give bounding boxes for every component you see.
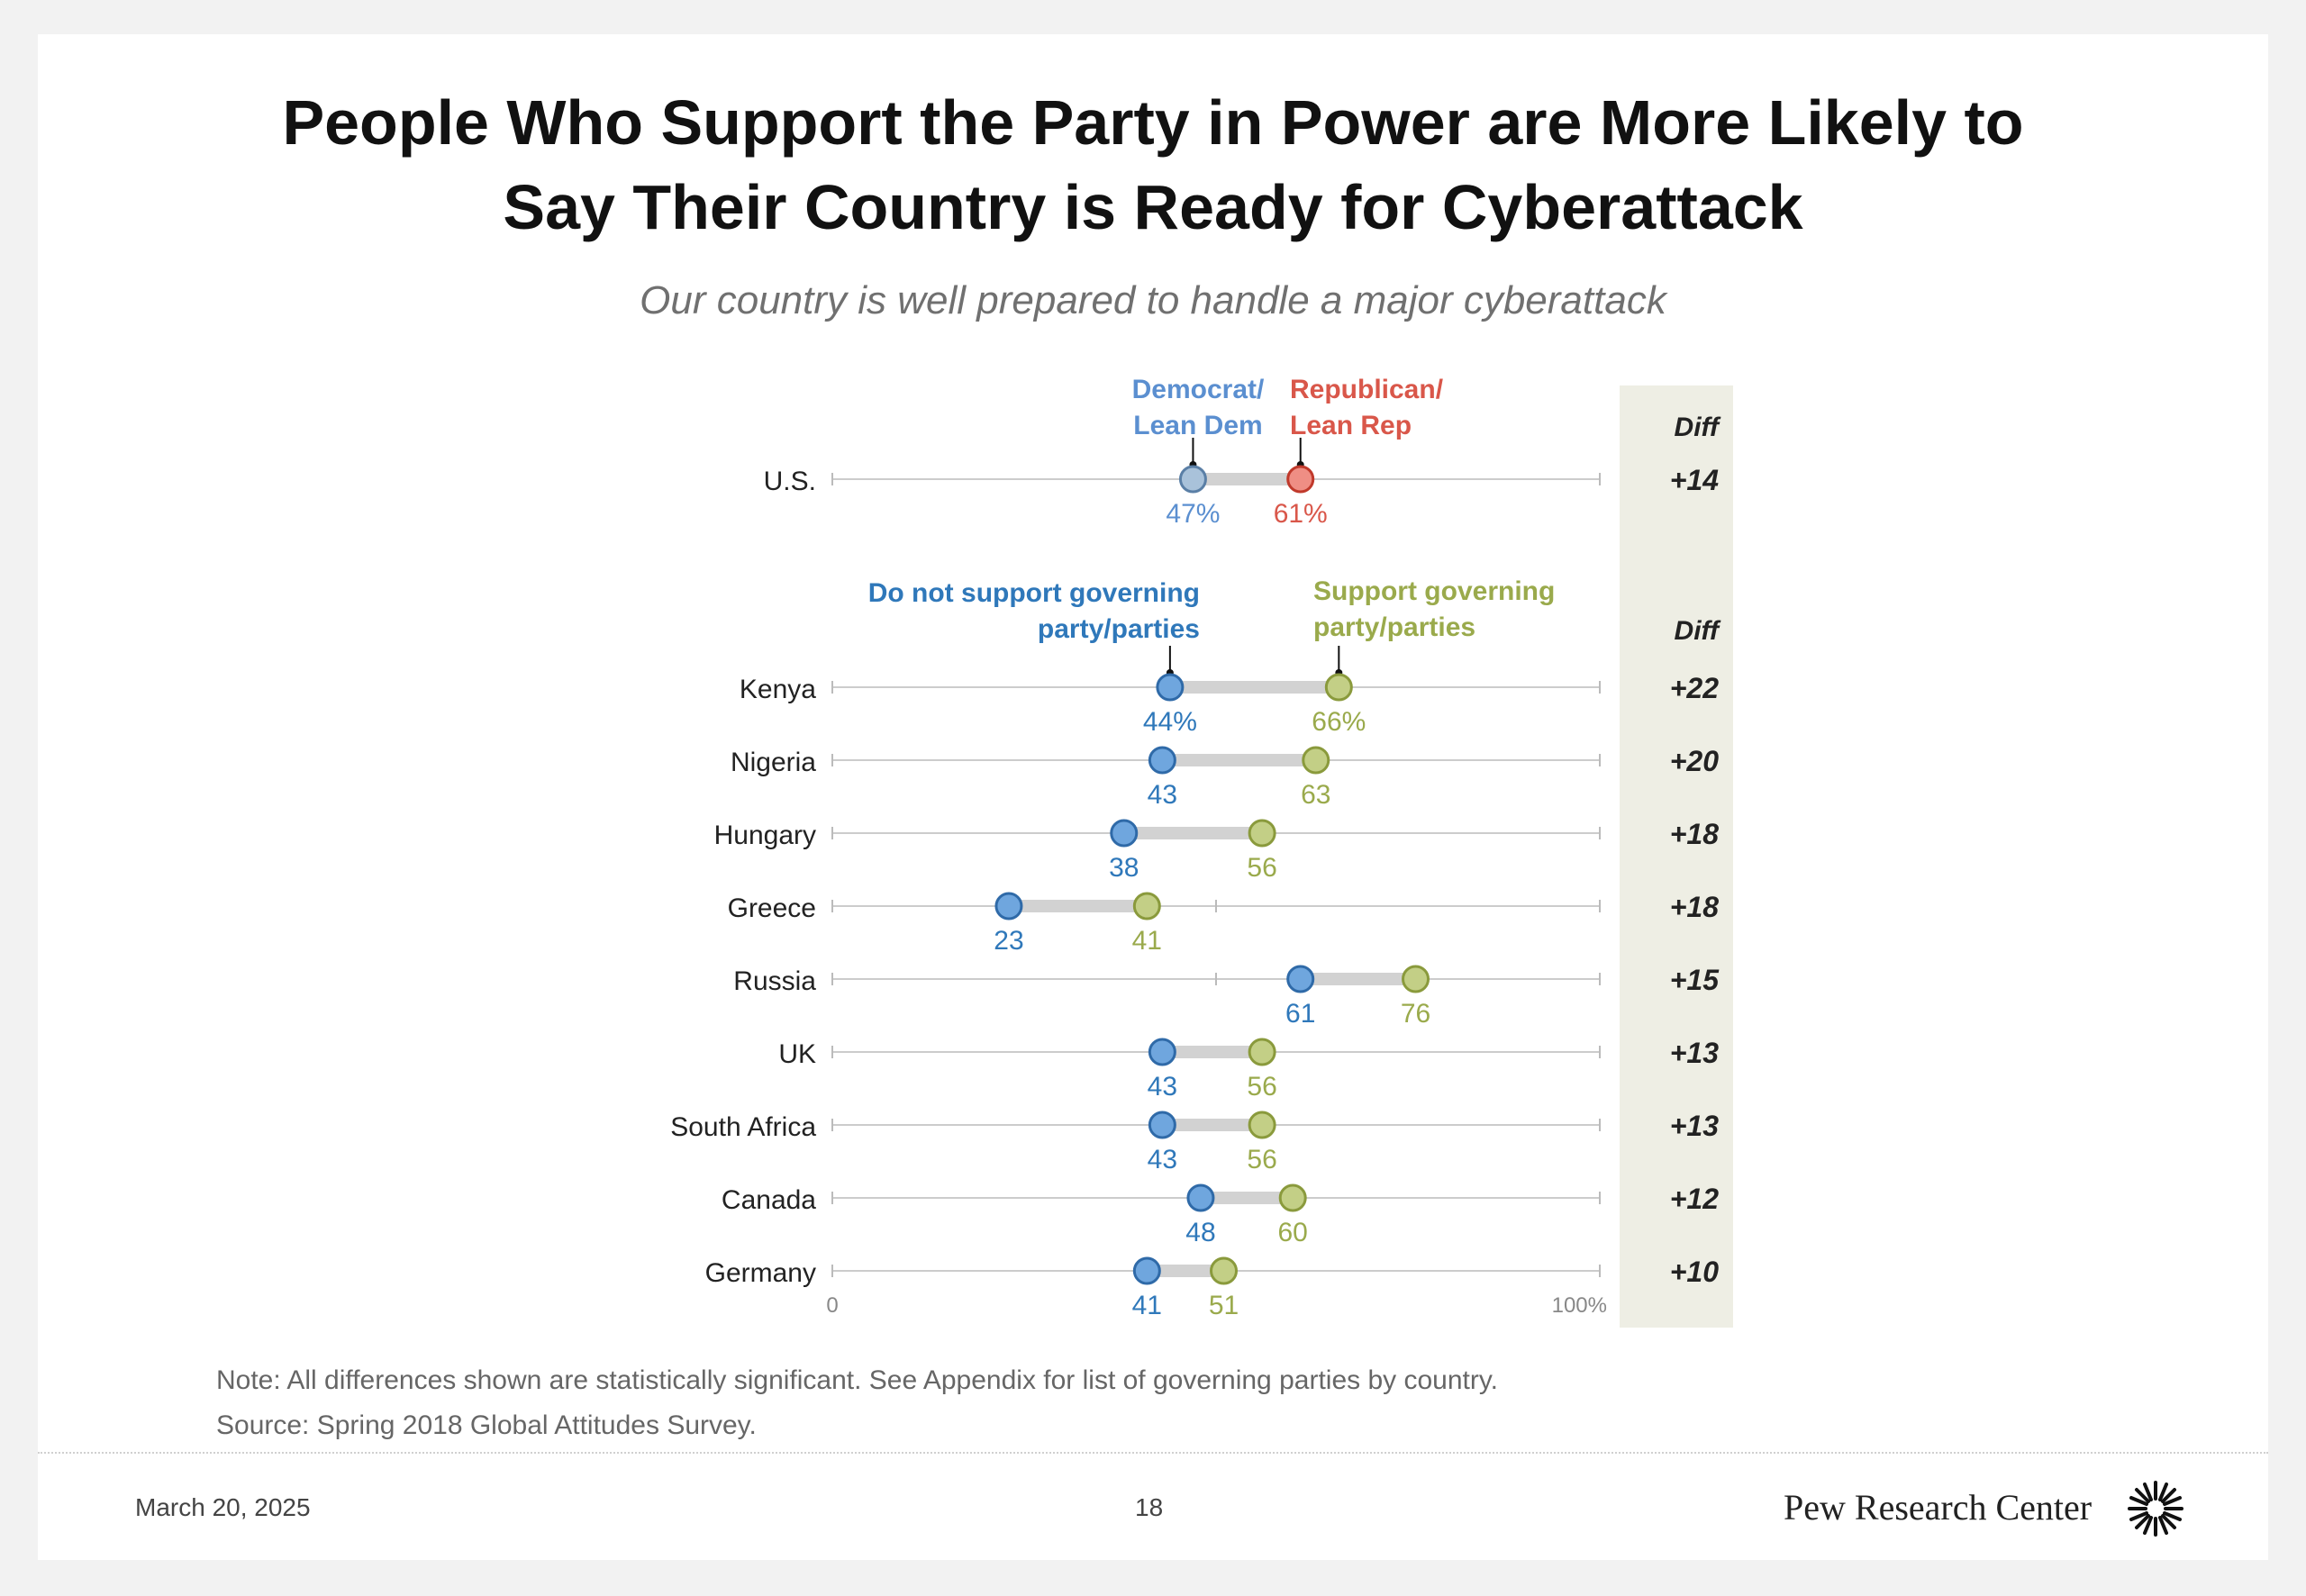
low-value-dot xyxy=(1186,1183,1215,1212)
legend-not-support-line-1: Do not support governing xyxy=(868,578,1200,608)
high-value-dot xyxy=(1248,1038,1276,1066)
high-value-label: 56 xyxy=(1247,1145,1276,1174)
low-value-dot xyxy=(1148,746,1176,775)
pew-sunburst-icon xyxy=(2128,1481,2183,1537)
row-label: Hungary xyxy=(714,821,816,850)
low-value-label: 41 xyxy=(1132,1291,1162,1320)
high-value-dot xyxy=(1286,465,1315,494)
diff-header: Diff xyxy=(1675,413,1721,442)
high-value-dot xyxy=(1210,1256,1239,1285)
row-label: Russia xyxy=(733,966,816,996)
low-value-dot xyxy=(994,892,1023,920)
low-value-dot xyxy=(1286,965,1315,993)
low-value-dot xyxy=(1148,1111,1176,1139)
high-value-label: 56 xyxy=(1247,1072,1276,1102)
brand-name: Pew Research Center xyxy=(1784,1487,2093,1528)
diff-value: +18 xyxy=(1670,891,1719,923)
high-value-label: 63 xyxy=(1301,780,1330,810)
legend-support-line-1: Support governing xyxy=(1313,576,1555,606)
dot-plot-chart: Democrat/Lean Dem Republican/Lean Rep Diff… xyxy=(670,375,1733,1328)
footer-divider xyxy=(38,1452,2268,1454)
chart-title-line-2: Say Their Country is Ready for Cyberatta… xyxy=(503,172,1803,242)
legend-dem-line-2: Lean Dem xyxy=(1133,411,1262,440)
row-label: Nigeria xyxy=(731,748,816,777)
low-value-label: 48 xyxy=(1185,1218,1215,1247)
diff-column-panel xyxy=(1620,385,1733,1328)
diff-value: +15 xyxy=(1670,964,1720,996)
diff-value: +22 xyxy=(1670,672,1719,704)
chart-subtitle: Our country is well prepared to handle a… xyxy=(640,278,1666,322)
legend-support-line-2: party/parties xyxy=(1313,612,1475,642)
diff-value: +14 xyxy=(1670,464,1719,496)
chart-title-line-1: People Who Support the Party in Power ar… xyxy=(282,87,2024,158)
low-value-dot xyxy=(1132,1256,1161,1285)
low-value-dot xyxy=(1148,1038,1176,1066)
diff-header: Diff xyxy=(1675,616,1721,646)
low-value-dot xyxy=(1110,819,1139,848)
high-value-label: 51 xyxy=(1209,1291,1239,1320)
diff-value: +12 xyxy=(1670,1183,1719,1215)
high-value-dot xyxy=(1248,819,1276,848)
axis-max-label: 100% xyxy=(1552,1293,1607,1318)
row-label: Germany xyxy=(705,1258,816,1288)
high-value-dot xyxy=(1278,1183,1307,1212)
high-value-label: 56 xyxy=(1247,853,1276,883)
page-number: 18 xyxy=(1135,1493,1164,1521)
low-value-dot xyxy=(1156,673,1185,702)
low-value-label: 43 xyxy=(1148,1072,1177,1102)
diff-value: +13 xyxy=(1670,1037,1719,1069)
axis-min-label: 0 xyxy=(826,1293,838,1318)
high-value-label: 41 xyxy=(1132,926,1162,956)
legend-rep-line-2: Lean Rep xyxy=(1290,411,1412,440)
legend-not-support-line-2: party/parties xyxy=(1038,614,1200,644)
low-value-label: 44% xyxy=(1143,707,1197,737)
chart-note: Note: All differences shown are statisti… xyxy=(216,1365,1498,1395)
low-value-label: 43 xyxy=(1148,1145,1177,1174)
legend-rep-line-1: Republican/ xyxy=(1290,375,1444,404)
low-value-label: 61 xyxy=(1285,999,1315,1029)
diff-value: +20 xyxy=(1670,745,1719,777)
low-value-label: 23 xyxy=(994,926,1023,956)
row-label: South Africa xyxy=(670,1112,816,1142)
high-value-dot xyxy=(1324,673,1353,702)
high-value-dot xyxy=(1302,746,1330,775)
high-value-dot xyxy=(1248,1111,1276,1139)
chart-source: Source: Spring 2018 Global Attitudes Sur… xyxy=(216,1410,757,1440)
high-value-dot xyxy=(1132,892,1161,920)
low-value-label: 38 xyxy=(1109,853,1139,883)
legend-dem-line-1: Democrat/ xyxy=(1132,375,1265,404)
low-value-label: 43 xyxy=(1148,780,1177,810)
row-label: Canada xyxy=(722,1185,816,1215)
row-label: UK xyxy=(778,1039,816,1069)
diff-value: +13 xyxy=(1670,1110,1719,1142)
high-value-label: 76 xyxy=(1401,999,1430,1029)
diff-value: +18 xyxy=(1670,818,1719,850)
low-value-label: 47% xyxy=(1166,499,1220,529)
low-value-dot xyxy=(1178,465,1207,494)
row-label: Greece xyxy=(728,893,816,923)
slide: People Who Support the Party in Power ar… xyxy=(38,34,2268,1560)
high-value-label: 66% xyxy=(1312,707,1366,737)
high-value-label: 61% xyxy=(1274,499,1328,529)
row-label: U.S. xyxy=(764,467,816,496)
footer-date: March 20, 2025 xyxy=(135,1493,311,1521)
row-label: Kenya xyxy=(740,675,816,704)
high-value-dot xyxy=(1402,965,1430,993)
diff-value: +10 xyxy=(1670,1256,1719,1288)
high-value-label: 60 xyxy=(1278,1218,1308,1247)
